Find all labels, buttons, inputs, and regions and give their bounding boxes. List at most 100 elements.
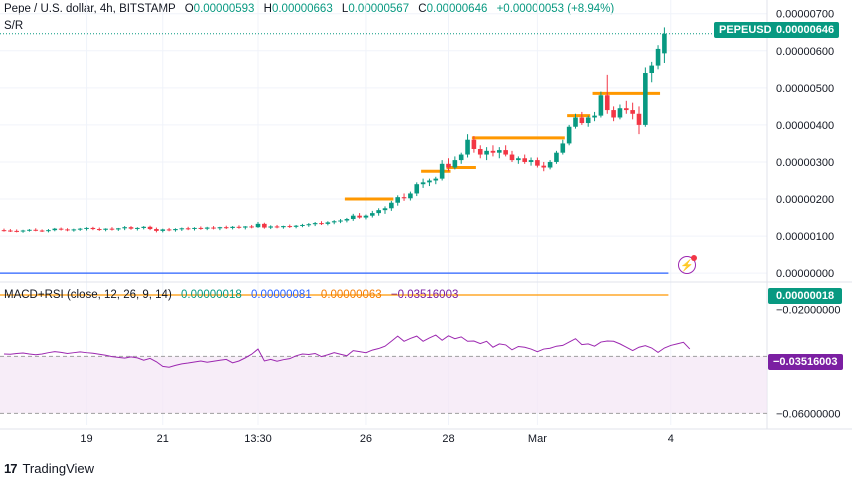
candle-body (535, 160, 540, 166)
close-label: C (418, 3, 427, 15)
candle-body (516, 158, 521, 161)
price-tick-label: 0.00000000 (776, 268, 834, 280)
candle-body (611, 110, 616, 118)
candle-body (96, 229, 102, 231)
open-value: 0.00000593 (193, 3, 255, 15)
chart-grid (0, 0, 852, 430)
candle-body (350, 215, 356, 220)
candle-body (84, 227, 89, 229)
candle-body (338, 220, 343, 222)
candle-body (427, 180, 432, 183)
candle-body (503, 150, 508, 155)
candle-body (344, 219, 350, 221)
candle-body (27, 229, 32, 231)
tradingview-logo: 17 TradingView (4, 461, 94, 476)
sr-indicator-label[interactable]: S/R (4, 20, 24, 32)
low-label: L (341, 3, 349, 15)
candle-body (598, 95, 604, 116)
price-tick-label: 0.00000600 (776, 46, 834, 58)
time-tick-label: Mar (528, 433, 547, 445)
candle-body (154, 229, 159, 231)
change-value: +0.00000053 (+8.94%) (496, 3, 615, 15)
candle-body (490, 150, 496, 153)
candle-body (135, 227, 140, 229)
candle-body (458, 154, 464, 161)
candle-body (122, 227, 127, 229)
candle-body (90, 227, 96, 230)
time-tick-label: 13:30 (244, 433, 272, 445)
candle-body (65, 229, 70, 231)
rsi-line (3, 334, 691, 368)
candle-body (547, 161, 553, 168)
indicator-header[interactable]: MACD+RSI (close, 12, 26, 9, 14) 0.000000… (4, 289, 458, 301)
price-tick-label: 0.00000200 (776, 194, 834, 206)
candle-body (306, 224, 312, 226)
candle-body (471, 139, 477, 149)
high-value: 0.00000663 (271, 3, 333, 15)
candle-body (389, 202, 394, 209)
candle-body (160, 229, 166, 231)
candle-body (331, 221, 337, 223)
candle-body (319, 223, 324, 225)
candle-body (287, 226, 293, 228)
candle-body (522, 158, 527, 162)
candle-body (655, 48, 661, 66)
candle-body (414, 184, 420, 194)
candle-body (39, 230, 45, 232)
candle-body (573, 117, 578, 127)
candle-body (147, 226, 153, 230)
candle-body (71, 229, 77, 231)
indicator-pane (0, 294, 767, 414)
candle-body (103, 228, 108, 230)
tradingview-mark-icon: 17 (4, 461, 18, 476)
candle-body (274, 226, 280, 228)
candle-body (420, 182, 426, 185)
candle-body (395, 197, 400, 203)
candle-body (484, 150, 489, 155)
candle-body (649, 65, 654, 74)
candle-body (46, 230, 51, 232)
indicator-title[interactable]: MACD+RSI (close, 12, 26, 9, 14) (4, 289, 172, 301)
indicator-value-1: 0.00000018 (180, 289, 242, 301)
candle-body (33, 229, 39, 231)
indicator-value-3: 0.00000063 (320, 289, 382, 301)
candle-body (204, 227, 210, 229)
candle-body (58, 228, 64, 230)
symbol-title[interactable]: Pepe / U.S. dollar, 4h, BITSTAMP (4, 3, 176, 15)
candle-body (300, 224, 305, 226)
ticker-badge: PEPEUSD (714, 22, 777, 38)
candle-body (446, 163, 451, 168)
candle-body (312, 223, 318, 225)
candle-body (439, 163, 445, 179)
candle-body (255, 223, 261, 228)
candle-body (617, 108, 623, 118)
candle-body (630, 110, 635, 114)
time-tick-label: 19 (80, 433, 92, 445)
candle-body (541, 165, 547, 168)
price-tick-label: 0.00000300 (776, 157, 834, 169)
candle-body (116, 228, 121, 230)
time-tick-label: 28 (442, 433, 454, 445)
candle-body (465, 139, 470, 155)
tradingview-logo-text: TradingView (22, 461, 95, 476)
close-value: 0.00000646 (426, 3, 488, 15)
candle-body (14, 230, 19, 232)
candle-body (604, 95, 610, 111)
candle-body (592, 115, 597, 118)
rsi-band (0, 356, 767, 414)
candle-body (185, 228, 191, 230)
candle-body (1, 230, 7, 232)
candle-body (262, 223, 267, 228)
macd-value-badge: 0.00000018 (768, 288, 843, 304)
symbol-header: Pepe / U.S. dollar, 4h, BITSTAMP O0.0000… (4, 3, 614, 15)
candle-body (408, 193, 413, 199)
candle-body (281, 226, 286, 228)
candle-body (579, 117, 585, 124)
price-pane (0, 27, 767, 274)
indicator-tick-label: −0.06000000 (776, 408, 841, 420)
candle-body (363, 215, 369, 218)
lightning-icon[interactable]: ⚡ (678, 255, 697, 274)
candle-body (8, 230, 13, 232)
candle-body (325, 222, 331, 224)
